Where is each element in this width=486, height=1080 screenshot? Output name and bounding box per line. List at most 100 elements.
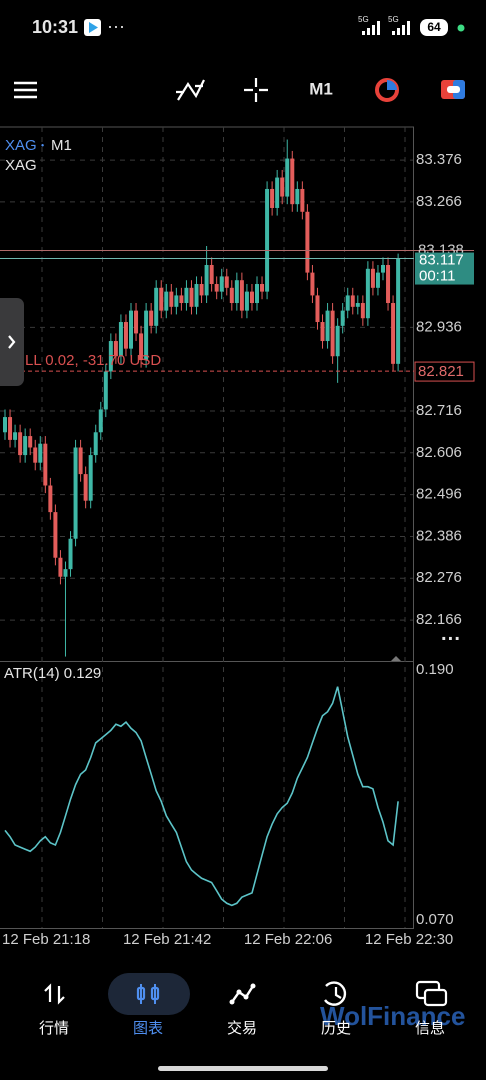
trade-icon[interactable] bbox=[229, 983, 256, 1005]
y-tick-label: 83.376 bbox=[416, 151, 462, 168]
candle-body bbox=[28, 436, 33, 448]
candle-body bbox=[340, 310, 345, 326]
play-glyph bbox=[89, 22, 98, 33]
candle-body bbox=[350, 295, 355, 307]
more-notifications: ··· bbox=[107, 16, 125, 36]
candle-body bbox=[320, 322, 325, 342]
candle-body bbox=[345, 295, 350, 311]
candle-body bbox=[315, 295, 320, 323]
network-label: 5G bbox=[358, 15, 369, 24]
candle-body bbox=[154, 287, 159, 326]
nav-label[interactable]: 行情 bbox=[39, 1020, 69, 1037]
nav-label[interactable]: 交易 bbox=[227, 1019, 257, 1037]
x-tick-label: 12 Feb 21:18 bbox=[2, 931, 90, 948]
candle-body bbox=[63, 569, 68, 577]
timeframe-button[interactable]: M1 bbox=[309, 79, 333, 98]
candle-body bbox=[249, 291, 254, 304]
candle-body bbox=[396, 258, 401, 364]
candle-body bbox=[159, 287, 164, 311]
candle-body bbox=[18, 432, 23, 456]
chart-icon[interactable] bbox=[136, 984, 160, 1004]
watermark: WolFinance bbox=[320, 1001, 465, 1031]
separator-dot: • bbox=[41, 140, 44, 150]
y-tick-label: 0.190 bbox=[416, 661, 454, 678]
candle-body bbox=[260, 284, 265, 292]
candle-body bbox=[108, 341, 113, 372]
objects-button[interactable] bbox=[375, 78, 399, 102]
bid-box bbox=[415, 252, 474, 285]
nav-label[interactable]: 历史 bbox=[321, 1020, 351, 1037]
candle-body bbox=[149, 310, 154, 326]
indicators-button[interactable] bbox=[176, 79, 205, 101]
order-box bbox=[414, 361, 475, 382]
candle-body bbox=[83, 474, 88, 501]
candle-body bbox=[234, 280, 239, 304]
history-icon[interactable] bbox=[324, 981, 347, 1006]
candle-body bbox=[93, 432, 98, 456]
candle-body bbox=[355, 303, 360, 307]
side-panel-tab[interactable] bbox=[0, 298, 24, 386]
crosshair-button[interactable] bbox=[244, 78, 268, 102]
candle-body bbox=[295, 188, 300, 205]
candle-body bbox=[113, 341, 118, 357]
nav-label[interactable]: 图表 bbox=[133, 1020, 163, 1037]
candle-body bbox=[98, 409, 103, 433]
symbol-description: XAG bbox=[5, 157, 37, 174]
candle-body bbox=[224, 276, 229, 288]
candle-body bbox=[23, 436, 28, 456]
price-chart: 83.376 83.266 82.936 82.716 82.606 82.496 82.3… bbox=[0, 127, 475, 948]
active-tab-background bbox=[108, 973, 190, 1015]
candle-body bbox=[300, 188, 305, 212]
candle-body bbox=[13, 432, 18, 440]
messages-icon[interactable] bbox=[415, 980, 448, 1007]
candle-body bbox=[285, 158, 290, 197]
quotes-icon[interactable] bbox=[44, 983, 65, 1005]
candle-body bbox=[33, 447, 38, 463]
candle-body bbox=[280, 177, 285, 197]
more-button[interactable]: ··· bbox=[441, 628, 461, 650]
candle-body bbox=[3, 417, 7, 433]
candle-body bbox=[255, 284, 259, 304]
candle-body bbox=[391, 303, 396, 364]
x-tick-label: 12 Feb 21:42 bbox=[123, 931, 211, 948]
candle-body bbox=[239, 280, 244, 311]
candle-body bbox=[73, 447, 78, 539]
nav-label[interactable]: 信息 bbox=[415, 1020, 445, 1037]
candle-body bbox=[129, 310, 133, 349]
order-label: LL 0.02, -31.70 USD bbox=[25, 352, 161, 369]
candle-body bbox=[103, 371, 108, 410]
battery-level: 64 bbox=[427, 20, 441, 34]
candle-body bbox=[365, 268, 370, 319]
candle-body bbox=[194, 284, 199, 307]
candle-body bbox=[134, 310, 139, 334]
atr-title: ATR(14) 0.129 bbox=[4, 665, 101, 682]
y-tick-label: 82.386 bbox=[416, 527, 462, 544]
candle-body bbox=[58, 557, 63, 577]
bid-label: 83.117 bbox=[419, 252, 464, 269]
candle-body bbox=[265, 188, 270, 292]
pane-handle[interactable] bbox=[391, 656, 401, 661]
bottom-nav: 行情 图表 交易 历史 信息 bbox=[39, 1019, 445, 1037]
home-indicator bbox=[158, 1066, 328, 1071]
y-tick-label: 82.716 bbox=[416, 402, 462, 419]
candle-body bbox=[139, 333, 144, 361]
candle-body bbox=[204, 265, 209, 296]
candle-body bbox=[179, 295, 184, 304]
y-tick-label: 82.606 bbox=[416, 444, 462, 461]
candle-body bbox=[43, 443, 48, 486]
charging-dot bbox=[457, 24, 465, 32]
candle-body bbox=[53, 512, 58, 558]
menu-button[interactable] bbox=[14, 81, 37, 99]
x-tick-label: 12 Feb 22:30 bbox=[365, 931, 453, 948]
candle-body bbox=[375, 272, 380, 288]
candle-body bbox=[310, 272, 315, 296]
signal-2 bbox=[392, 21, 410, 35]
y-tick-label: 83.266 bbox=[416, 193, 462, 210]
candle-body bbox=[68, 538, 73, 570]
trade-button[interactable] bbox=[441, 80, 465, 99]
candle-body bbox=[199, 284, 204, 296]
candle-body bbox=[219, 276, 224, 292]
order-price-label: 82.821 bbox=[418, 363, 464, 380]
